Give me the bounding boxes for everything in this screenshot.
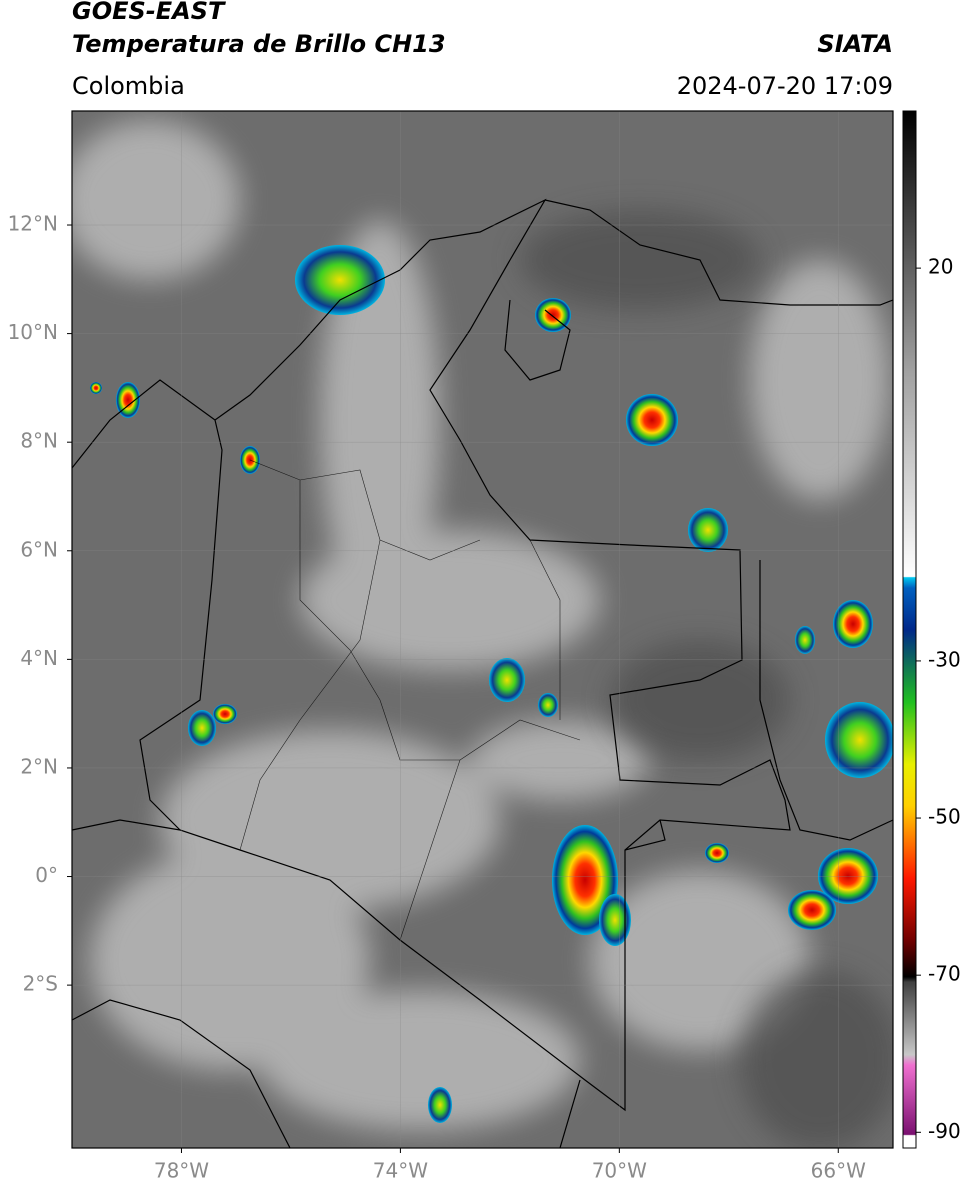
lon-tick-label: 74°W — [373, 1159, 428, 1183]
lon-tick-label: 66°W — [811, 1159, 866, 1183]
lat-tick-label: 0° — [35, 863, 58, 887]
lat-tick-label: 10°N — [8, 320, 58, 344]
lat-tick-label: 2°S — [23, 972, 58, 996]
colorbar-tick-label: -70 — [928, 962, 961, 986]
lat-tick-label: 12°N — [8, 212, 58, 236]
lat-tick-label: 2°N — [20, 754, 58, 778]
map-frame — [71, 110, 894, 1149]
datetime: 2024-07-20 17:09 — [677, 72, 893, 100]
map-image — [72, 111, 893, 1148]
lon-tick-label: 70°W — [592, 1159, 647, 1183]
colorbar-tick-label: -90 — [928, 1119, 961, 1143]
lat-tick-label: 4°N — [20, 646, 58, 670]
colorbar — [902, 110, 917, 1149]
colorbar-tick-label: -30 — [928, 647, 961, 671]
lat-tick-label: 8°N — [20, 429, 58, 453]
colorbar-tick-label: 20 — [928, 255, 953, 279]
lat-tick-label: 6°N — [20, 537, 58, 561]
colorbar-tick-label: -50 — [928, 805, 961, 829]
title: GOES-EAST — [72, 0, 226, 25]
region: Colombia — [72, 72, 185, 100]
subtitle: Temperatura de Brillo CH13 — [72, 30, 446, 58]
source: SIATA — [817, 30, 893, 58]
graticule — [72, 111, 893, 1148]
lon-tick-label: 78°W — [154, 1159, 209, 1183]
